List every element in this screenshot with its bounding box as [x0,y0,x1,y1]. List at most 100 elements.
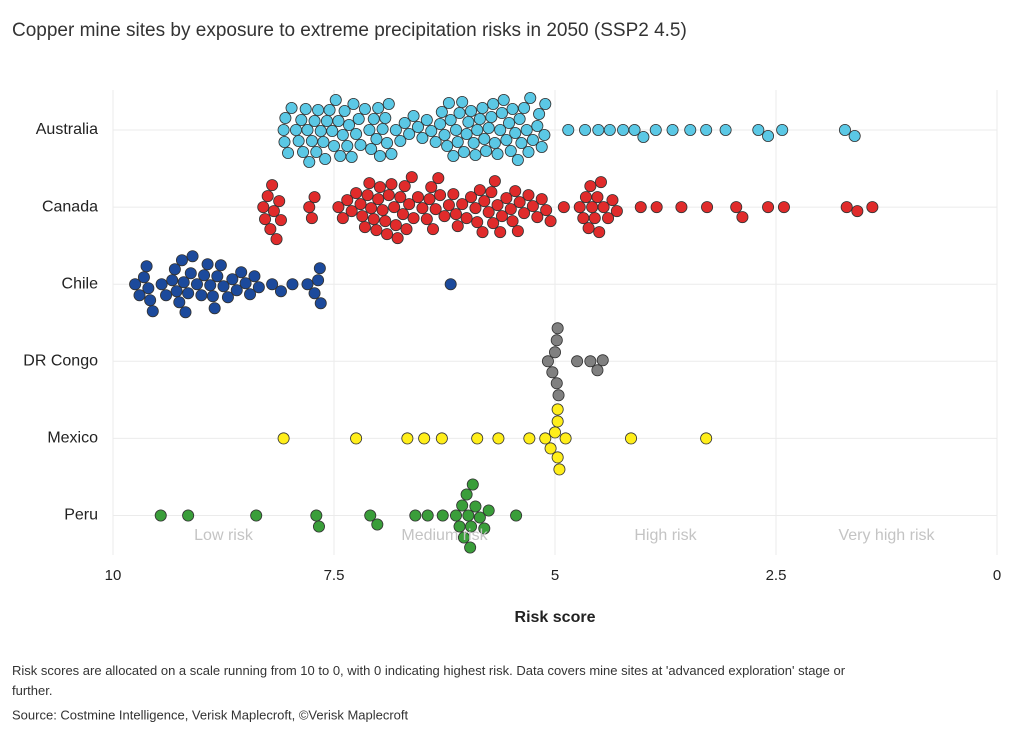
x-tick-label: 2.5 [766,567,787,584]
dot [478,195,491,208]
dot [449,124,462,137]
dot [586,201,599,214]
dot [305,212,318,225]
dot [625,432,638,445]
dot [522,145,535,158]
y-tick-label: Canada [42,198,98,215]
dot [762,201,775,214]
dot [179,306,192,319]
dot [550,334,563,347]
dot [559,432,572,445]
dot [160,289,173,302]
dot [610,205,623,218]
dot [495,210,508,223]
dot [282,146,295,159]
dot [170,285,183,298]
dot [473,113,486,126]
dot [491,199,504,212]
dot [295,114,308,127]
dot [303,155,316,168]
dot [509,185,522,198]
dot [217,280,230,293]
dot [310,509,323,522]
y-tick-label: Chile [62,275,99,292]
dot [535,193,548,206]
dot [317,135,330,148]
zone-label: Very high risk [838,527,935,544]
dot [462,509,475,522]
dot [407,110,420,123]
dot [434,118,447,131]
dot [637,130,650,143]
dot [429,135,442,148]
dot [539,432,552,445]
dot [444,114,457,127]
dot [370,132,383,145]
dot [487,217,500,230]
dot [551,415,564,428]
dot [301,278,314,291]
dot [416,202,429,215]
dot [329,94,342,107]
dot [553,463,566,476]
dot [401,432,414,445]
dot [204,279,217,292]
dot [195,289,208,302]
dot [485,186,498,199]
dot [286,278,299,291]
dot [509,127,522,140]
dot [513,196,526,209]
dot [492,432,505,445]
dot [308,115,321,128]
dot [177,276,190,289]
dot [418,432,431,445]
dot [482,504,495,517]
dot [144,294,157,307]
dot [182,509,195,522]
dot [495,107,508,120]
dot [305,134,318,147]
dot [473,511,486,524]
dot [515,136,528,149]
dot [403,127,416,140]
dot [606,194,619,207]
dot [277,124,290,137]
dot [336,212,349,225]
dot [582,222,595,235]
dot [363,124,376,137]
dot [214,259,227,272]
dot [550,377,563,390]
dot [762,129,775,142]
dot [617,124,630,137]
dot [326,125,339,138]
dot [480,144,493,157]
dot [460,488,473,501]
dot [403,198,416,211]
dot [133,289,146,302]
dot [370,224,383,237]
dot [423,193,436,206]
dot [469,148,482,161]
dot [358,103,371,116]
dot [544,442,557,455]
dot [603,124,616,137]
dot [573,201,586,214]
dot [347,98,360,111]
dot [520,124,533,137]
dot [447,149,460,162]
dot [441,139,454,152]
dot [182,287,195,300]
dot [549,426,562,439]
x-tick-label: 0 [993,567,1001,584]
dot [198,269,211,282]
dot [457,145,470,158]
dot [503,117,516,130]
dot [449,208,462,221]
dot [201,258,214,271]
dot [184,267,197,280]
dot [289,124,302,137]
dot [526,133,539,146]
grid [112,90,998,555]
dot [531,211,544,224]
dot [588,212,601,225]
